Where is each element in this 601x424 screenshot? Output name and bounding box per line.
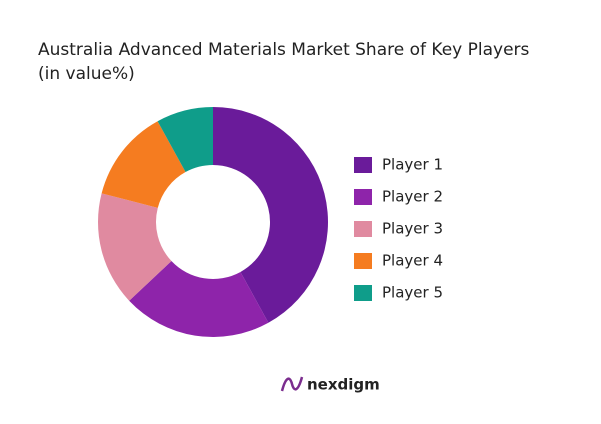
donut-slice — [129, 261, 269, 337]
donut-slice — [101, 121, 186, 208]
chart-subtitle: (in value%) — [38, 64, 135, 84]
donut-slice — [157, 107, 213, 173]
legend-swatch — [354, 253, 372, 269]
legend-label: Player 1 — [382, 156, 443, 174]
legend-swatch — [354, 157, 372, 173]
donut-slice — [213, 107, 328, 323]
logo-mark — [280, 376, 304, 392]
legend-swatch — [354, 189, 372, 205]
legend-label: Player 2 — [382, 188, 443, 206]
legend-label: Player 3 — [382, 220, 443, 238]
legend-swatch — [354, 285, 372, 301]
legend-label: Player 4 — [382, 252, 443, 270]
logo-icon — [280, 376, 304, 392]
legend-label: Player 5 — [382, 284, 443, 302]
chart-title: Australia Advanced Materials Market Shar… — [38, 40, 530, 60]
legend-swatch — [354, 221, 372, 237]
logo-text: nexdigm — [307, 376, 380, 394]
donut-slice — [98, 193, 172, 301]
